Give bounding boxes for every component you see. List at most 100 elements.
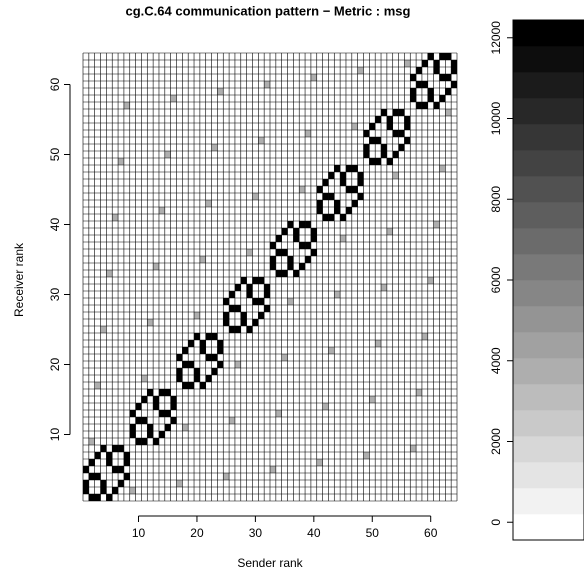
heat-cell [392, 172, 399, 179]
heat-cell [153, 438, 159, 445]
colorbar-band [513, 410, 584, 437]
heat-cell [158, 389, 165, 396]
colorbar-tick-label: 6000 [489, 266, 503, 293]
heat-cell [275, 235, 282, 242]
heat-cell [357, 193, 364, 200]
heat-cell [182, 424, 189, 431]
colorbar-band [513, 462, 584, 489]
heat-cell [363, 144, 370, 151]
heat-cell [135, 417, 142, 424]
heat-cell [158, 410, 165, 417]
x-tick-label: 50 [366, 526, 380, 540]
colorbar-band [513, 514, 584, 541]
heat-cell [258, 277, 265, 284]
heat-cell [100, 445, 107, 452]
heat-cell [88, 494, 95, 501]
heat-cell [287, 256, 294, 263]
heat-cell [386, 158, 393, 165]
heat-cell [94, 452, 101, 459]
heat-cell [229, 417, 235, 424]
heat-cell [118, 158, 124, 165]
heat-cell [100, 487, 107, 494]
heat-cell [135, 438, 142, 445]
heat-cell [270, 256, 276, 263]
heat-cell [240, 277, 247, 284]
heat-cell [264, 81, 270, 88]
heat-cell [305, 221, 311, 228]
heat-cell [410, 88, 417, 95]
heat-cell [106, 452, 113, 459]
heat-cell [182, 382, 189, 389]
heat-cell [398, 109, 405, 116]
colorbar-tick-label: 8000 [489, 186, 503, 213]
heat-cell [421, 102, 428, 109]
heat-cell [404, 116, 411, 123]
heat-cell [270, 466, 276, 473]
colorbar-band [513, 176, 584, 203]
heat-cell [199, 382, 206, 389]
heat-cell [158, 207, 165, 214]
heat-cell [416, 389, 422, 396]
colorbar-band [513, 384, 584, 411]
heat-cell [194, 333, 200, 340]
heat-cell [381, 151, 387, 158]
heat-cell [381, 284, 387, 291]
heat-cell [170, 417, 177, 424]
heat-cell [316, 207, 323, 214]
heat-cell [345, 207, 352, 214]
chart-title: cg.C.64 communication pattern − Metric :… [126, 3, 411, 18]
heat-cell [264, 305, 270, 312]
heat-cell [340, 179, 346, 186]
heat-cell [305, 242, 311, 249]
heat-cell [322, 193, 329, 200]
heat-cell [234, 361, 241, 368]
heat-cell [123, 473, 130, 480]
heat-cell [258, 298, 265, 305]
heat-cell [83, 487, 89, 494]
heat-cell [299, 221, 306, 228]
colorbar-band [513, 228, 584, 255]
heat-cell [258, 312, 265, 319]
heat-cell [240, 312, 247, 319]
heat-cell [334, 207, 341, 214]
heat-cell [129, 410, 136, 417]
heat-cell [211, 333, 218, 340]
heat-cell [357, 179, 364, 186]
heat-cell [94, 473, 101, 480]
heat-cell [153, 403, 159, 410]
heat-cell [351, 186, 358, 193]
heat-cell [416, 81, 422, 88]
heat-cell [164, 389, 171, 396]
heat-cell [164, 410, 171, 417]
heat-cell [375, 116, 382, 123]
heat-cell [123, 459, 130, 466]
heat-cell [135, 403, 142, 410]
heat-cell [357, 67, 364, 74]
heat-cell [170, 403, 177, 410]
heat-cell [182, 361, 189, 368]
heat-cell [252, 193, 259, 200]
heat-cell [398, 144, 405, 151]
heat-cell [345, 165, 352, 172]
heat-cell [158, 431, 165, 438]
x-tick-label: 60 [424, 526, 438, 540]
heat-cell [194, 375, 200, 382]
heat-cell [398, 130, 405, 137]
heat-cell [345, 186, 352, 193]
heat-cell [305, 130, 311, 137]
colorbar-band [513, 254, 584, 281]
heat-cell [299, 186, 306, 193]
heat-cell [194, 368, 200, 375]
heat-cell [229, 305, 235, 312]
heat-cell [433, 102, 440, 109]
colorbar-band [513, 124, 584, 151]
heat-cell [147, 424, 154, 431]
heat-cell [106, 270, 113, 277]
y-tick-label: 20 [48, 358, 62, 372]
heat-cell [188, 361, 195, 368]
heat-cell [351, 165, 358, 172]
heat-cell [427, 53, 434, 60]
heat-cell [281, 270, 288, 277]
heat-cell [83, 480, 89, 487]
heat-cell [112, 487, 119, 494]
